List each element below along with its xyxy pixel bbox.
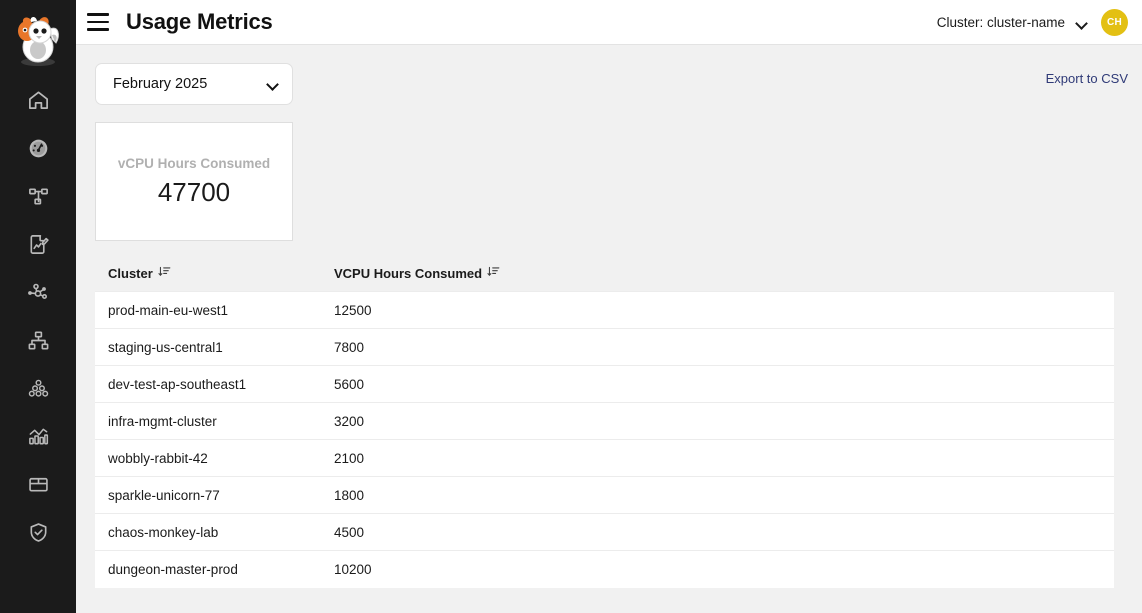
sitemap-icon bbox=[27, 329, 50, 352]
table-header-row: Cluster VCPU Hours Consumed bbox=[95, 265, 1142, 291]
sidebar-item-connections[interactable] bbox=[0, 268, 76, 316]
table-row[interactable]: wobbly-rabbit-42 2100 bbox=[95, 440, 1114, 477]
sidebar-item-usage-metrics[interactable] bbox=[0, 412, 76, 460]
table-row[interactable]: chaos-monkey-lab 4500 bbox=[95, 514, 1114, 551]
home-icon bbox=[27, 89, 50, 112]
gauge-icon bbox=[27, 137, 50, 160]
chevron-down-icon bbox=[1076, 19, 1087, 26]
column-header-cluster-label: Cluster bbox=[108, 265, 153, 281]
chevron-down-icon bbox=[267, 81, 278, 88]
share-nodes-icon bbox=[26, 280, 50, 304]
cell-vcpu-hours: 10200 bbox=[334, 562, 372, 577]
cell-vcpu-hours: 3200 bbox=[334, 413, 365, 429]
cell-vcpu-hours: 2100 bbox=[334, 450, 365, 466]
usage-table: Cluster VCPU Hours Consumed bbox=[95, 265, 1142, 588]
table-row[interactable]: dungeon-master-prod 10200 bbox=[95, 551, 1114, 588]
table-row[interactable]: sparkle-unicorn-77 1800 bbox=[95, 477, 1114, 514]
cell-cluster: wobbly-rabbit-42 bbox=[108, 450, 208, 466]
cell-cluster: dev-test-ap-southeast1 bbox=[108, 376, 247, 392]
cell-cluster: staging-us-central1 bbox=[108, 339, 223, 355]
table-row[interactable]: infra-mgmt-cluster 3200 bbox=[95, 403, 1114, 440]
month-filter-value: February 2025 bbox=[113, 76, 208, 92]
table-row[interactable]: staging-us-central1 7800 bbox=[95, 329, 1114, 366]
sidebar-item-topology[interactable] bbox=[0, 316, 76, 364]
column-header-cluster[interactable]: Cluster bbox=[108, 265, 334, 281]
export-to-csv-link[interactable]: Export to CSV bbox=[1045, 71, 1128, 86]
cell-cluster: chaos-monkey-lab bbox=[108, 524, 219, 540]
month-filter-select[interactable]: February 2025 bbox=[95, 63, 293, 105]
metric-card-value: 47700 bbox=[157, 176, 231, 207]
metric-card-label: vCPU Hours Consumed bbox=[117, 155, 271, 171]
sidebar-item-pipelines[interactable] bbox=[0, 172, 76, 220]
chart-bars-icon bbox=[27, 425, 50, 448]
cluster-nodes-icon bbox=[27, 377, 50, 400]
cell-cluster: prod-main-eu-west1 bbox=[108, 302, 229, 318]
cluster-selector-label: Cluster: cluster-name bbox=[936, 14, 1065, 30]
pipeline-icon bbox=[27, 185, 50, 208]
column-header-vcpu-hours[interactable]: VCPU Hours Consumed bbox=[334, 265, 500, 281]
table-row[interactable]: prod-main-eu-west1 12500 bbox=[95, 292, 1114, 329]
sidebar bbox=[0, 0, 76, 613]
cell-vcpu-hours: 1800 bbox=[334, 487, 365, 503]
cell-cluster: infra-mgmt-cluster bbox=[108, 413, 217, 429]
document-edit-icon bbox=[27, 233, 50, 256]
cat-mascot-logo[interactable] bbox=[0, 0, 76, 76]
shield-check-icon bbox=[27, 521, 50, 544]
toolbar: February 2025 Export to CSV bbox=[76, 63, 1142, 105]
sidebar-nav bbox=[0, 76, 76, 556]
cluster-selector[interactable]: Cluster: cluster-name bbox=[937, 15, 1087, 30]
cell-vcpu-hours: 5600 bbox=[334, 376, 365, 392]
column-header-vcpu-hours-label: VCPU Hours Consumed bbox=[334, 265, 483, 281]
topbar-right: Cluster: cluster-name CH bbox=[937, 8, 1128, 36]
sidebar-item-queries[interactable] bbox=[0, 220, 76, 268]
table-row[interactable]: dev-test-ap-southeast1 5600 bbox=[95, 366, 1114, 403]
table-body: prod-main-eu-west1 12500 staging-us-cent… bbox=[95, 291, 1114, 588]
page-title: Usage Metrics bbox=[126, 9, 273, 34]
sidebar-item-security[interactable] bbox=[0, 508, 76, 556]
sort-descending-icon bbox=[158, 265, 171, 281]
sidebar-item-packages[interactable] bbox=[0, 460, 76, 508]
cell-vcpu-hours: 4500 bbox=[334, 524, 365, 540]
topbar: Usage Metrics Cluster: cluster-name CH bbox=[76, 0, 1142, 45]
cell-cluster: dungeon-master-prod bbox=[108, 562, 238, 577]
cell-vcpu-hours: 12500 bbox=[334, 302, 372, 318]
sort-descending-icon bbox=[487, 265, 500, 281]
sidebar-item-clusters[interactable] bbox=[0, 364, 76, 412]
sidebar-item-dashboard[interactable] bbox=[0, 124, 76, 172]
avatar[interactable]: CH bbox=[1101, 8, 1128, 36]
content: February 2025 Export to CSV vCPU Hours C… bbox=[76, 45, 1142, 613]
cell-cluster: sparkle-unicorn-77 bbox=[108, 487, 220, 503]
sidebar-item-home[interactable] bbox=[0, 76, 76, 124]
cell-vcpu-hours: 7800 bbox=[334, 339, 365, 355]
metric-card-vcpu-hours: vCPU Hours Consumed 47700 bbox=[95, 122, 293, 241]
main-area: Usage Metrics Cluster: cluster-name CH F… bbox=[76, 0, 1142, 613]
box-icon bbox=[27, 473, 50, 496]
hamburger-icon[interactable] bbox=[76, 0, 120, 45]
